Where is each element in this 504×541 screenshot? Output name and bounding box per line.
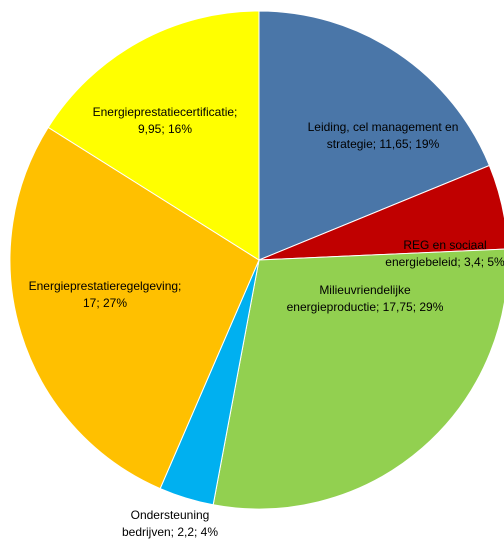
pie-slice bbox=[47, 10, 260, 261]
data-label: Ondersteuning bbox=[131, 508, 210, 522]
data-label: Milieuvriendelijke bbox=[319, 283, 411, 297]
pie-slice bbox=[258, 10, 491, 261]
data-label: energieproductie; 17,75; 29% bbox=[287, 300, 444, 314]
data-label: REG en sociaal bbox=[403, 238, 486, 252]
data-label: energiebeleid; 3,4; 5% bbox=[385, 255, 504, 269]
data-label: Energieprestatieregelgeving; bbox=[29, 279, 182, 293]
data-label: 9,95; 16% bbox=[138, 122, 192, 136]
data-label: strategie; 11,65; 19% bbox=[327, 137, 440, 151]
data-label: bedrijven; 2,2; 4% bbox=[122, 525, 218, 539]
pie-slice bbox=[9, 126, 260, 490]
data-label: Energieprestatiecertificatie; bbox=[93, 105, 238, 119]
pie-slice bbox=[258, 164, 504, 261]
data-label: 17; 27% bbox=[83, 296, 127, 310]
data-label: Leiding, cel management en bbox=[308, 120, 459, 134]
